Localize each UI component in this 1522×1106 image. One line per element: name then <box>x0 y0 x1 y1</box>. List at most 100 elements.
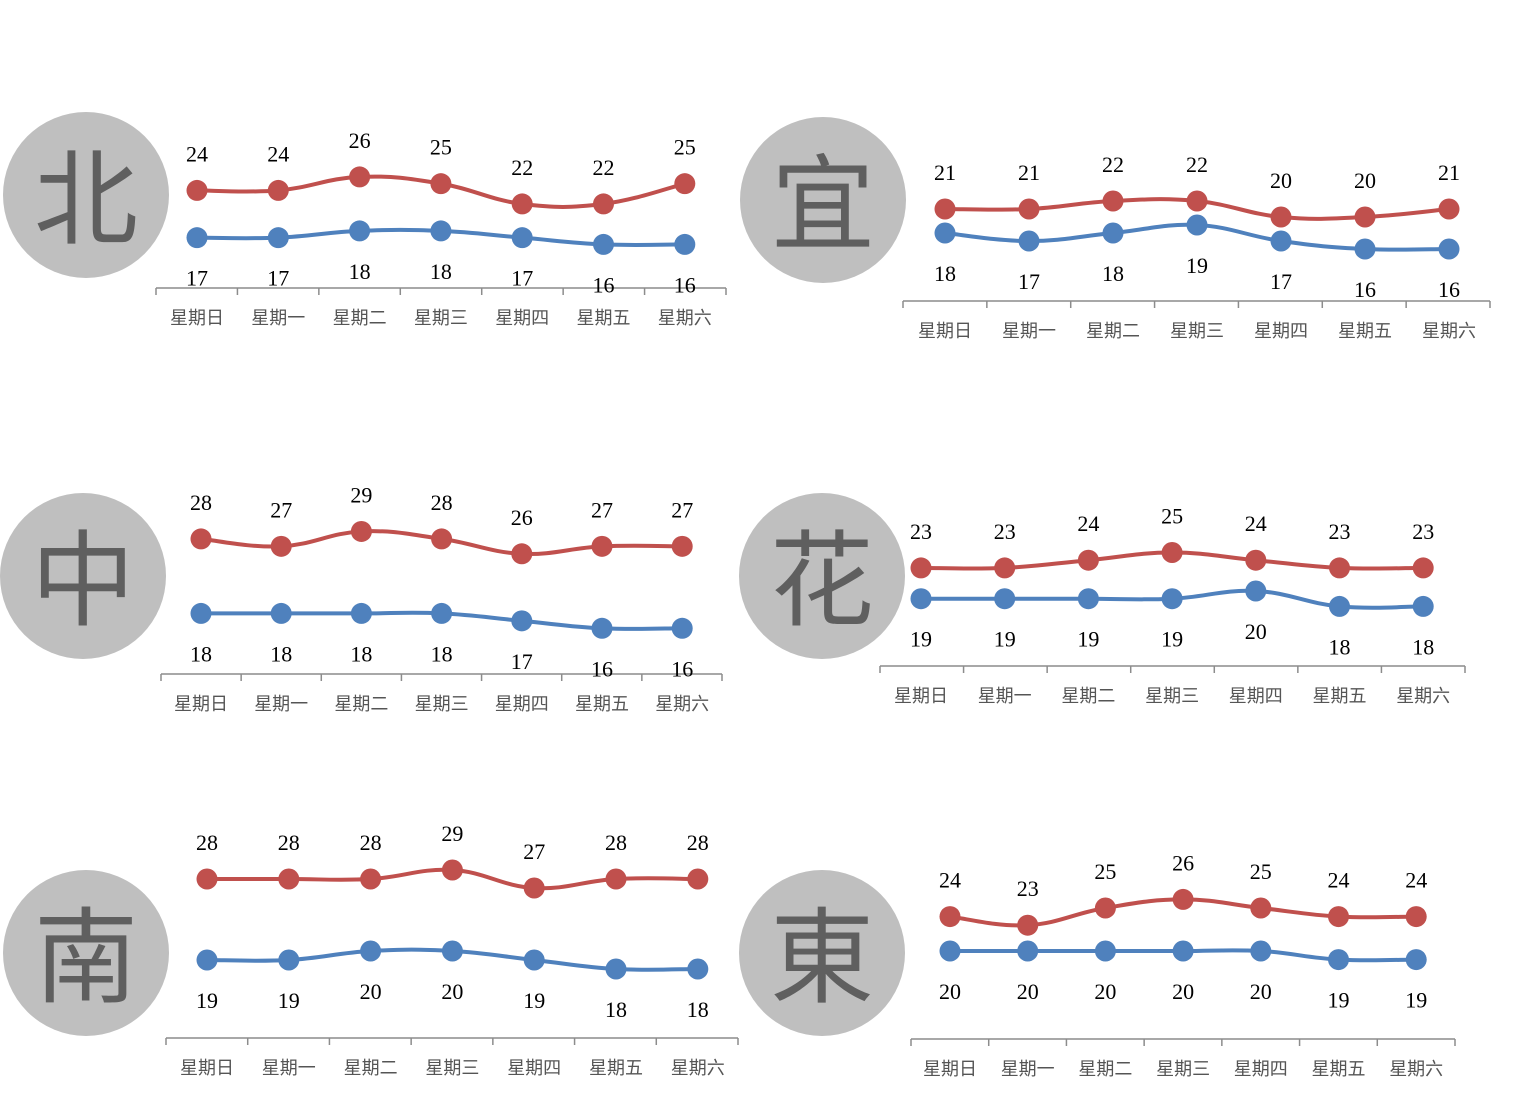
data-point-low <box>1094 940 1116 962</box>
region-name-south: 南 <box>33 897 138 1019</box>
data-point-low <box>1329 595 1350 617</box>
data-point-high <box>1329 557 1350 579</box>
data-label-high: 26 <box>349 128 371 153</box>
data-label-low: 19 <box>278 988 300 1013</box>
x-tick-label: 星期三 <box>1156 1059 1210 1080</box>
x-tick-label: 星期一 <box>978 686 1032 707</box>
data-label-low: 16 <box>593 272 615 297</box>
x-tick-label: 星期日 <box>170 308 224 329</box>
data-point-low <box>671 617 693 639</box>
data-label-low: 16 <box>591 656 613 681</box>
x-tick-label: 星期二 <box>334 694 388 715</box>
x-tick-label: 星期二 <box>1078 1059 1132 1080</box>
x-tick-label: 星期六 <box>1396 686 1450 707</box>
data-label-high: 24 <box>1077 511 1099 536</box>
data-label-high: 21 <box>934 160 956 185</box>
data-label-low: 19 <box>523 988 545 1013</box>
x-tick-label: 星期五 <box>589 1058 643 1079</box>
data-label-high: 27 <box>591 497 613 522</box>
x-tick-label: 星期一 <box>254 694 308 715</box>
data-label-high: 28 <box>360 830 382 855</box>
data-point-high <box>1161 542 1183 563</box>
x-tick-label: 星期六 <box>1422 321 1476 342</box>
data-point-high <box>1412 557 1434 579</box>
data-label-high: 23 <box>1017 876 1039 901</box>
data-label-low: 18 <box>1412 634 1434 659</box>
data-point-high <box>186 179 208 201</box>
data-label-high: 25 <box>1161 504 1183 529</box>
data-label-low: 20 <box>1172 979 1194 1004</box>
region-badge-central: 中 <box>0 493 166 659</box>
data-label-high: 28 <box>196 830 218 855</box>
region-name-central: 中 <box>30 520 135 642</box>
data-point-low <box>349 220 371 242</box>
region-badge-yilan: 宜 <box>740 117 906 283</box>
data-point-high <box>441 859 463 881</box>
data-label-low: 18 <box>687 997 709 1022</box>
data-label-high: 23 <box>1329 519 1351 544</box>
data-point-high <box>1172 888 1194 910</box>
data-point-low <box>511 610 533 632</box>
data-point-low <box>994 588 1016 610</box>
x-tick-label: 星期一 <box>251 308 305 329</box>
data-point-high <box>1186 190 1208 212</box>
data-point-high <box>523 877 545 899</box>
data-point-high <box>939 906 961 928</box>
data-point-low <box>1017 940 1039 962</box>
data-label-high: 24 <box>186 141 208 166</box>
x-tick-label: 星期二 <box>1086 321 1140 342</box>
data-point-low <box>430 220 452 242</box>
x-tick-label: 星期一 <box>1001 1059 1055 1080</box>
data-point-low <box>523 949 545 971</box>
data-label-low: 20 <box>1094 979 1116 1004</box>
data-point-high <box>593 193 614 215</box>
x-tick-label: 星期一 <box>1002 321 1056 342</box>
data-label-low: 18 <box>430 259 452 284</box>
data-point-high <box>360 868 382 890</box>
data-label-high: 20 <box>1354 168 1376 193</box>
data-point-low <box>441 940 463 962</box>
x-tick-label: 星期五 <box>1313 686 1367 707</box>
data-point-high <box>910 557 932 579</box>
data-point-low <box>1186 214 1208 236</box>
data-label-high: 28 <box>431 490 453 515</box>
data-label-low: 19 <box>1077 627 1099 652</box>
data-point-low <box>431 602 453 624</box>
data-label-high: 25 <box>1094 859 1116 884</box>
data-label-high: 26 <box>1172 850 1194 875</box>
data-point-low <box>1354 238 1376 260</box>
data-point-low <box>270 602 292 624</box>
data-point-high <box>671 535 693 557</box>
data-label-low: 20 <box>360 979 382 1004</box>
data-label-low: 16 <box>1438 277 1460 302</box>
data-point-high <box>1250 897 1272 919</box>
data-label-low: 16 <box>1354 277 1376 302</box>
data-label-high: 24 <box>1328 868 1350 893</box>
data-point-high <box>511 543 533 565</box>
data-point-high <box>591 535 613 557</box>
data-point-high <box>605 868 627 890</box>
data-point-high <box>1245 549 1267 571</box>
x-tick-label: 星期六 <box>671 1058 725 1079</box>
data-label-low: 19 <box>910 627 932 652</box>
x-tick-label: 星期六 <box>1389 1059 1443 1080</box>
data-label-high: 22 <box>593 155 615 180</box>
region-name-north: 北 <box>33 139 138 261</box>
data-label-high: 24 <box>267 141 289 166</box>
data-label-low: 19 <box>1405 988 1427 1013</box>
x-tick-label: 星期日 <box>894 686 948 707</box>
data-point-high <box>1017 914 1039 936</box>
x-tick-label: 星期三 <box>425 1058 479 1079</box>
x-tick-label: 星期四 <box>1229 686 1283 707</box>
x-tick-label: 星期四 <box>495 694 549 715</box>
data-label-high: 21 <box>1438 160 1460 185</box>
data-label-low: 18 <box>270 641 292 666</box>
data-label-low: 20 <box>441 979 463 1004</box>
data-label-high: 28 <box>278 830 300 855</box>
data-point-low <box>278 949 300 971</box>
x-tick-label: 星期日 <box>180 1058 234 1079</box>
data-label-high: 29 <box>350 482 372 507</box>
data-label-low: 16 <box>674 272 696 297</box>
x-tick-label: 星期四 <box>495 308 549 329</box>
